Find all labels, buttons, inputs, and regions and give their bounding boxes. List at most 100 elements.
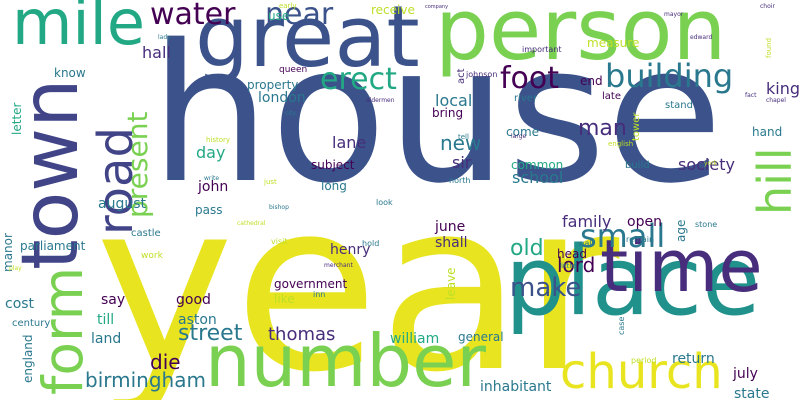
word-history: history <box>206 136 231 144</box>
word-found: found <box>765 37 773 58</box>
word-land: land <box>91 331 122 347</box>
word-like: like <box>274 292 295 306</box>
word-william: william <box>390 331 440 347</box>
word-person: person <box>435 0 727 80</box>
word-write: write <box>204 175 220 182</box>
word-visit: visit <box>271 237 288 246</box>
word-merchant: merchant <box>324 262 353 269</box>
word-number: number <box>205 319 487 400</box>
word-stone: stone <box>695 220 718 229</box>
word-shall: shall <box>435 235 468 251</box>
word-just: just <box>264 178 277 186</box>
word-aldermen: aldermen <box>366 97 395 104</box>
word-play: play <box>9 265 22 272</box>
word-tower: tower <box>631 112 642 141</box>
word-age: age <box>674 219 688 242</box>
word-remain: remain <box>626 235 655 244</box>
word-measure: measure <box>587 36 640 50</box>
word-know: know <box>54 66 86 80</box>
word-river: river <box>514 93 538 104</box>
word-look: look <box>376 198 393 207</box>
word-lady: lady <box>158 34 171 41</box>
word-late: late <box>602 91 621 102</box>
word-say: say <box>101 292 126 308</box>
word-time: time <box>600 224 763 308</box>
word-lord: lord <box>557 253 596 277</box>
word-important: important <box>522 45 562 54</box>
word-street: street <box>178 321 243 346</box>
word-sir: sir <box>452 153 472 172</box>
word-mayor: mayor <box>664 11 684 18</box>
word-small: small <box>580 217 666 255</box>
word-mile: mile <box>12 0 145 59</box>
word-property: property <box>247 78 299 92</box>
word-man: man <box>578 116 627 141</box>
word-edward: edward <box>690 34 713 41</box>
word-tell: tell <box>458 133 469 141</box>
word-build: build <box>625 160 650 171</box>
word-local: local <box>435 91 473 110</box>
word-receive: receive <box>371 3 415 17</box>
word-fact: fact <box>745 92 757 99</box>
word-foot: foot <box>500 61 560 96</box>
word-long: long <box>321 179 347 193</box>
word-subject: subject <box>311 158 355 172</box>
word-hall: hall <box>142 43 171 62</box>
word-wall: wall <box>578 239 594 248</box>
word-erect: erect <box>320 62 397 97</box>
word-return: return <box>672 351 715 367</box>
word-great: great <box>195 0 420 87</box>
word-aston: aston <box>178 312 217 328</box>
word-choir: choir <box>760 3 775 10</box>
word-society: society <box>678 155 735 174</box>
word-house: house <box>150 4 723 225</box>
word-make: make <box>510 273 582 303</box>
word-old: old <box>510 236 544 261</box>
word-family: family <box>562 212 612 231</box>
word-queen: queen <box>279 65 308 75</box>
word-large: large <box>511 133 527 140</box>
word-period: period <box>631 356 657 365</box>
word-building: building <box>605 57 734 95</box>
word-bishop: bishop <box>269 204 289 211</box>
word-north: north <box>449 176 471 185</box>
word-head: head <box>557 247 587 261</box>
word-near: near <box>265 0 334 32</box>
word-henry: henry <box>330 242 371 258</box>
word-parliament: parliament <box>20 239 86 253</box>
word-general: general <box>458 330 504 344</box>
word-bring: bring <box>432 106 464 120</box>
word-state: state <box>734 386 770 400</box>
word-hold: hold <box>362 239 380 248</box>
word-english: english <box>608 140 634 148</box>
word-day: day <box>196 143 226 162</box>
word-work: work <box>141 251 163 261</box>
word-year: year <box>95 151 620 400</box>
word-leave: leave <box>444 267 458 300</box>
word-good: good <box>176 292 211 308</box>
word-come: come <box>506 125 540 139</box>
word-pass: pass <box>195 203 223 217</box>
word-chapel: chapel <box>766 97 786 104</box>
word-lane: lane <box>332 133 367 152</box>
word-open: open <box>627 214 662 230</box>
word-castle: castle <box>131 228 161 239</box>
word-new: new <box>440 131 482 155</box>
word-letter: letter <box>10 102 24 135</box>
word-church: church <box>560 344 723 400</box>
word-stand: stand <box>665 100 693 111</box>
word-cathedral: cathedral <box>237 220 266 227</box>
word-school: school <box>512 168 564 187</box>
word-water: water <box>150 0 236 32</box>
word-july: july <box>733 366 758 382</box>
word-case: case <box>617 316 626 335</box>
word-till: till <box>97 312 115 328</box>
word-place: place <box>505 227 761 337</box>
word-form: form <box>31 266 95 395</box>
word-york: york <box>704 160 718 167</box>
word-johnson: johnson <box>466 70 498 79</box>
word-cost: cost <box>5 296 35 312</box>
word-hill: hill <box>748 147 800 216</box>
word-century: century <box>12 318 51 329</box>
